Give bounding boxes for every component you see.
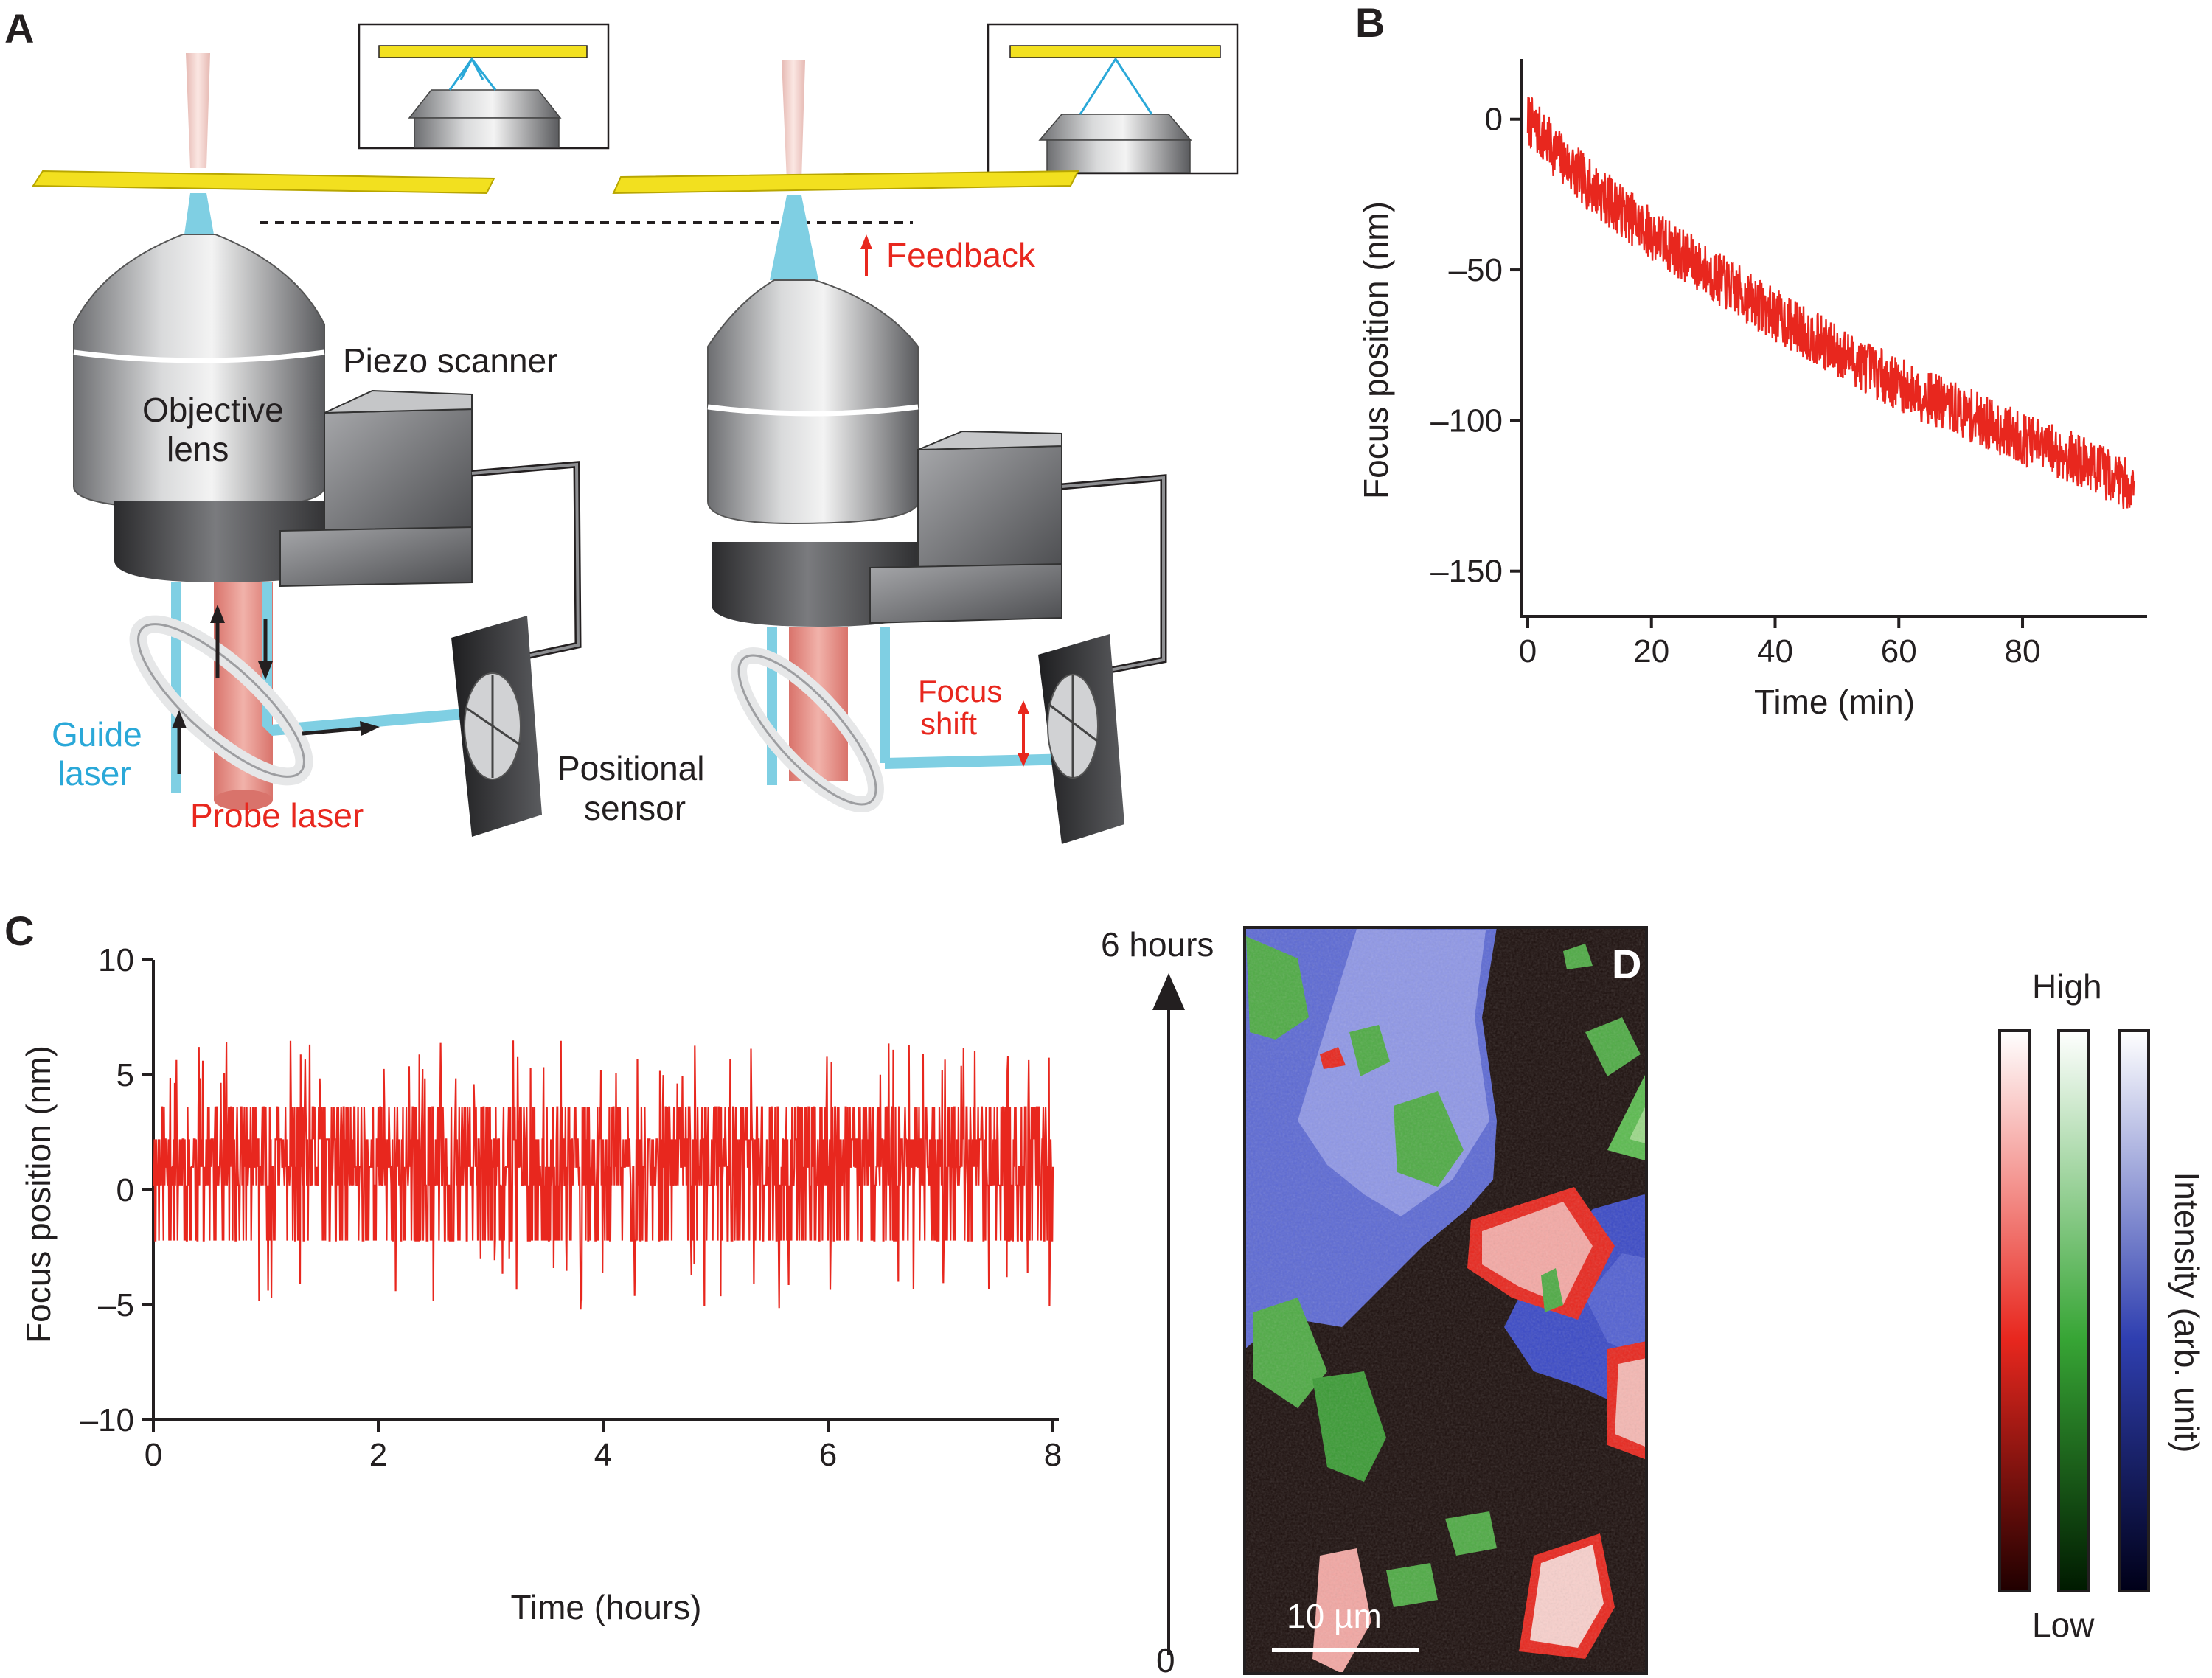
- colorbar-blue: [2118, 1029, 2150, 1592]
- chart-b-series-line: [1526, 97, 2135, 509]
- panel-letter-c: C: [4, 908, 34, 954]
- time-arrow-head: [1152, 973, 1185, 1010]
- chart-c-y-tick-label: –10: [80, 1402, 134, 1438]
- inset-right: [987, 23, 1239, 175]
- chart-c-y-label: Focus position (nm): [19, 1045, 58, 1343]
- colorbar-green: [2057, 1029, 2090, 1592]
- time-top-label: 6 hours: [1101, 925, 1214, 964]
- panel-c: C 10 5 0 –5 –10 0 2 4 6 8 Time (hours) Focus pos…: [4, 908, 1062, 1626]
- chart-b-x-tick-label: 20: [1633, 633, 1669, 669]
- chart-b-x-ticks: 0 20 40 60 80: [1519, 616, 2041, 669]
- chart-c-y-tick-label: 10: [98, 942, 134, 978]
- chart-c-y-ticks: 10 5 0 –5 –10: [80, 942, 153, 1438]
- label-focus-line1: Focus: [918, 674, 1002, 709]
- label-feedback: Feedback: [886, 236, 1036, 274]
- label-positional-line2: sensor: [584, 789, 686, 827]
- chart-b-x-tick-label: 0: [1519, 633, 1537, 669]
- microscope-left: [32, 53, 582, 837]
- chart-c-x-tick-label: 6: [819, 1437, 837, 1473]
- chart-b-y-tick-label: –50: [1449, 252, 1503, 288]
- chart-c-x-tick-label: 8: [1044, 1437, 1062, 1473]
- fluorescence-image: D 10 µm: [1243, 926, 1648, 1675]
- label-focus-line2: shift: [920, 706, 977, 741]
- panel-letter-d: D: [1612, 941, 1641, 987]
- label-objective-line1: Objective: [142, 391, 284, 429]
- chart-c-series-line: [153, 1040, 1054, 1310]
- chart-b-y-ticks: 0 –50 –100 –150: [1430, 102, 1522, 590]
- chart-b-x-tick-label: 60: [1881, 633, 1917, 669]
- scale-bar-label: 10 µm: [1287, 1597, 1382, 1635]
- label-guide-line2: laser: [58, 754, 131, 793]
- chart-c-x-label: Time (hours): [511, 1588, 702, 1626]
- panel-a: A: [4, 5, 1239, 844]
- label-objective-line2: lens: [167, 430, 229, 468]
- time-bottom-label: 0: [1156, 1641, 1175, 1678]
- colorbar-high-label: High: [2032, 967, 2102, 1006]
- chart-c-y-tick-label: 5: [116, 1057, 134, 1093]
- colorbar-low-label: Low: [2032, 1606, 2095, 1644]
- panel-b: B 0 –50 –100 –150 0 20 40 60 80 Time (min) Focu…: [1355, 0, 2147, 721]
- colorbar-red: [1998, 1029, 2031, 1592]
- panel-d: 6 hours 0: [1101, 925, 2206, 1678]
- chart-b-y-tick-label: 0: [1485, 102, 1503, 138]
- chart-b-x-tick-label: 80: [2005, 633, 2041, 669]
- panel-letter-b: B: [1355, 0, 1385, 46]
- chart-c-x-tick-label: 0: [145, 1437, 162, 1473]
- chart-c-y-tick-label: –5: [98, 1287, 134, 1323]
- microscope-right: [612, 60, 1167, 844]
- chart-b-x-tick-label: 40: [1757, 633, 1793, 669]
- colorbars: High Low Intensity (arb. unit): [1998, 967, 2206, 1644]
- colorbar-axis-label: Intensity (arb. unit): [2168, 1172, 2206, 1453]
- chart-c-x-ticks: 0 2 4 6 8: [145, 1420, 1062, 1473]
- label-probe-laser: Probe laser: [190, 796, 364, 835]
- label-positional-line1: Positional: [557, 749, 704, 787]
- chart-b-y-tick-label: –100: [1430, 403, 1503, 439]
- label-piezo-scanner: Piezo scanner: [343, 341, 558, 380]
- chart-c-x-tick-label: 2: [369, 1437, 387, 1473]
- chart-c-y-tick-label: 0: [116, 1172, 134, 1208]
- chart-b-x-label: Time (min): [1754, 683, 1915, 721]
- chart-b-y-tick-label: –150: [1430, 554, 1503, 590]
- panel-letter-a: A: [4, 5, 34, 52]
- chart-c-x-tick-label: 4: [594, 1437, 612, 1473]
- inset-left: [358, 23, 610, 150]
- label-guide-line1: Guide: [52, 715, 142, 753]
- chart-b-y-label: Focus position (nm): [1357, 201, 1395, 499]
